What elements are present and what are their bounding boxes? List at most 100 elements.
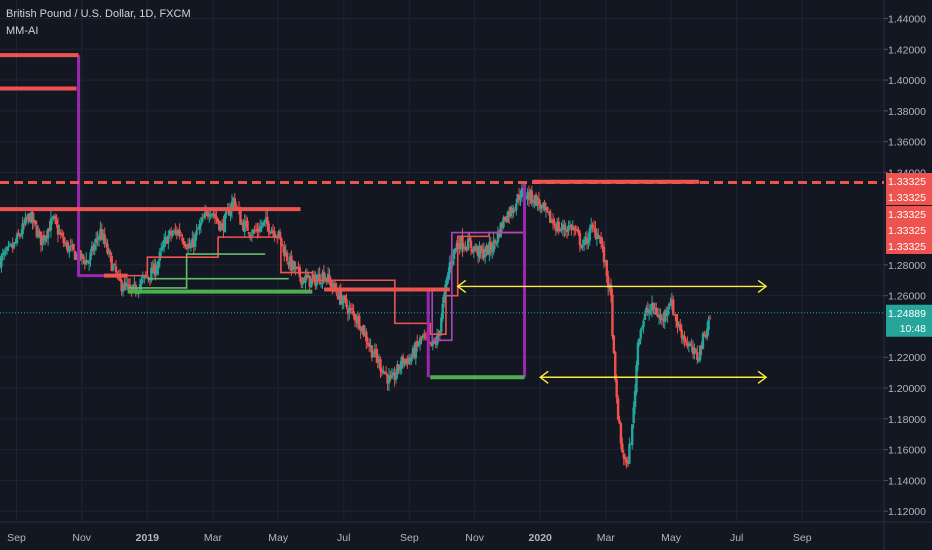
candle-body bbox=[85, 259, 88, 265]
candle-body bbox=[247, 232, 251, 235]
candle-body bbox=[171, 233, 174, 236]
candle-body bbox=[222, 223, 225, 231]
candle-body bbox=[53, 216, 57, 220]
candle-body bbox=[152, 263, 156, 274]
candle-body bbox=[604, 259, 607, 262]
candle-body bbox=[126, 284, 129, 287]
candle-body bbox=[408, 357, 412, 360]
candle-body bbox=[585, 238, 589, 244]
candle-body bbox=[123, 282, 126, 291]
candle-body bbox=[673, 314, 676, 316]
candle-body bbox=[537, 198, 541, 205]
candle-body bbox=[407, 358, 410, 365]
candle-body bbox=[482, 248, 485, 258]
candle-body bbox=[270, 230, 273, 234]
candle-body bbox=[437, 334, 440, 337]
candle-body bbox=[338, 290, 341, 299]
candle-body bbox=[220, 223, 224, 225]
candle-body bbox=[174, 230, 177, 232]
candle-body bbox=[397, 364, 401, 370]
candle-body bbox=[52, 216, 55, 219]
candle-body bbox=[536, 197, 539, 206]
candle-body bbox=[266, 216, 269, 225]
candle-body bbox=[529, 190, 532, 201]
candle-body bbox=[383, 371, 386, 374]
candle-body bbox=[11, 244, 14, 249]
candle-body bbox=[45, 235, 48, 238]
candle-body bbox=[629, 444, 633, 446]
candle-body bbox=[92, 246, 95, 251]
candle-body bbox=[8, 244, 12, 246]
candle-body bbox=[471, 248, 474, 253]
candle-body bbox=[348, 307, 351, 314]
candle-body bbox=[526, 191, 529, 199]
candle-body bbox=[491, 251, 494, 253]
candle-body bbox=[666, 309, 669, 316]
x-tick-label: 2020 bbox=[529, 532, 553, 544]
candle-body bbox=[657, 315, 661, 318]
candle-body bbox=[106, 243, 109, 254]
candle-body bbox=[458, 243, 461, 250]
candle-body bbox=[51, 217, 54, 219]
candle-body bbox=[329, 280, 333, 288]
candle-body bbox=[452, 249, 456, 259]
candle-body bbox=[349, 308, 352, 310]
candle-body bbox=[643, 313, 647, 320]
candle-body bbox=[143, 275, 146, 279]
y-tick-label: 1.36000 bbox=[888, 137, 926, 149]
candle-body bbox=[590, 224, 593, 229]
candle-body bbox=[294, 266, 297, 270]
candle-body bbox=[208, 215, 211, 217]
candle-body bbox=[17, 233, 20, 236]
candle-body bbox=[10, 244, 13, 246]
candle-body bbox=[209, 214, 212, 217]
candle-body bbox=[223, 214, 227, 233]
candle-body bbox=[447, 272, 450, 279]
candle-body bbox=[640, 327, 644, 329]
candle-body bbox=[618, 419, 621, 424]
candle-body bbox=[423, 334, 426, 336]
candle-body bbox=[334, 283, 337, 290]
x-tick-label: Sep bbox=[400, 532, 419, 544]
candle-body bbox=[257, 229, 261, 232]
candle-body bbox=[284, 251, 287, 257]
candle-body bbox=[80, 254, 84, 258]
candle-body bbox=[441, 303, 444, 319]
candle-body bbox=[111, 264, 115, 270]
candle-body bbox=[655, 307, 658, 315]
resistance-price-label-bg bbox=[886, 222, 932, 238]
candle-body bbox=[295, 266, 299, 268]
candle-body bbox=[573, 226, 576, 231]
candle-body bbox=[164, 236, 167, 241]
candle-body bbox=[656, 314, 659, 317]
candle-body bbox=[404, 359, 408, 361]
candle-body bbox=[587, 239, 590, 243]
candle-body bbox=[240, 222, 244, 224]
y-tick-label: 1.14000 bbox=[888, 475, 926, 487]
current-price-label-bg bbox=[886, 304, 932, 337]
candle-body bbox=[1, 253, 5, 256]
candle-body bbox=[448, 262, 451, 273]
candle-body bbox=[229, 209, 232, 216]
candle-body bbox=[79, 250, 82, 260]
candle-body bbox=[512, 210, 515, 214]
candle-body bbox=[103, 234, 106, 244]
candle-body bbox=[575, 228, 579, 231]
candle-body bbox=[479, 245, 483, 252]
candle-body bbox=[690, 345, 693, 347]
candle-body bbox=[195, 230, 198, 236]
candle-body bbox=[681, 335, 685, 340]
candle-body bbox=[633, 391, 637, 408]
candle-body bbox=[399, 367, 402, 371]
candle-body bbox=[626, 460, 630, 465]
candle-body bbox=[693, 348, 696, 354]
candle-body bbox=[21, 223, 24, 235]
candle-body bbox=[29, 212, 33, 223]
candle-body bbox=[570, 224, 573, 230]
x-tick-label: Mar bbox=[204, 532, 223, 544]
candle-body bbox=[322, 271, 326, 281]
candle-body bbox=[158, 251, 162, 261]
candle-body bbox=[302, 278, 306, 283]
